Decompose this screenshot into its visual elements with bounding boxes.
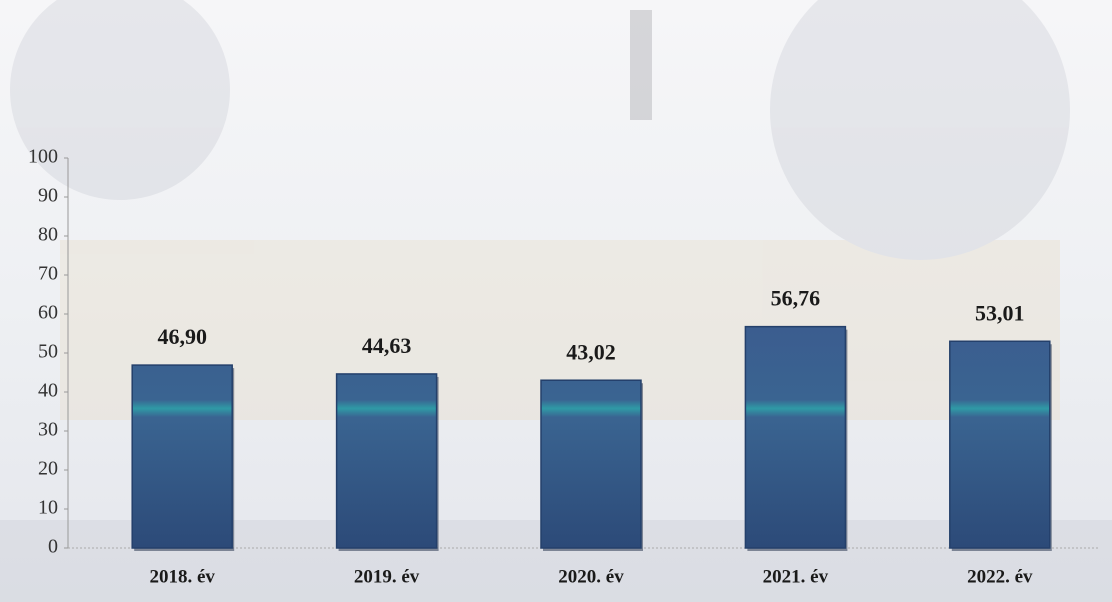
y-tick-label: 90 [38,185,58,207]
value-label: 46,90 [157,324,207,349]
bar [131,364,233,549]
value-label: 56,76 [771,286,821,311]
y-tick-label: 70 [38,263,58,285]
y-tick-label: 10 [38,497,58,519]
value-label: 43,02 [566,339,616,364]
y-tick-label: 50 [38,341,58,363]
value-label: 53,01 [975,300,1025,325]
y-tick-label: 40 [38,380,58,402]
x-tick-label: 2021. év [763,566,829,587]
y-tick-label: 60 [38,302,58,324]
y-tick-label: 100 [28,146,58,168]
y-tick-label: 0 [48,536,58,558]
y-tick-label: 20 [38,458,58,480]
bar [540,379,642,549]
x-tick-label: 2018. év [149,566,215,587]
bar [335,373,438,549]
x-tick-label: 2022. év [967,566,1033,587]
value-label: 44,63 [362,333,412,358]
y-tick-label: 30 [38,419,58,441]
y-tick-label: 80 [38,224,58,246]
bar [744,325,847,549]
x-tick-label: 2019. év [354,566,420,587]
bar [949,340,1051,549]
x-tick-label: 2020. év [558,566,624,587]
